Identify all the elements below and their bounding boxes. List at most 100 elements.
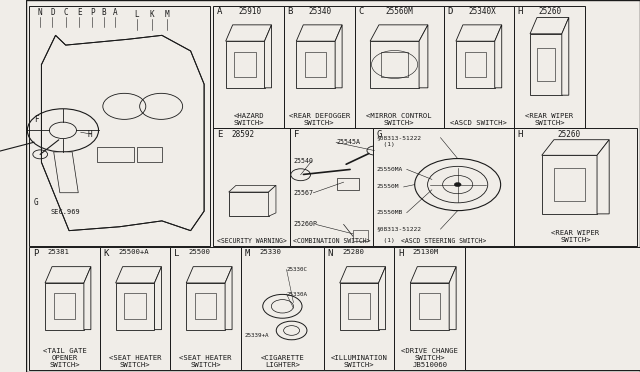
- Text: <ASCD SWITCH>: <ASCD SWITCH>: [451, 120, 508, 126]
- Polygon shape: [45, 267, 91, 283]
- Polygon shape: [54, 152, 78, 193]
- Text: M: M: [165, 10, 170, 19]
- Bar: [305, 52, 326, 77]
- Bar: [373, 128, 514, 246]
- Polygon shape: [530, 17, 569, 34]
- Bar: [136, 147, 163, 161]
- Bar: [465, 247, 640, 370]
- Bar: [284, 6, 355, 128]
- Text: 28592: 28592: [232, 130, 255, 139]
- Text: 25500+A: 25500+A: [118, 249, 149, 255]
- Text: §08313-51222: §08313-51222: [376, 135, 421, 140]
- Circle shape: [291, 169, 310, 181]
- Polygon shape: [542, 140, 609, 155]
- Text: E: E: [77, 8, 82, 17]
- Text: <CIGARETTE
LIGHTER>: <CIGARETTE LIGHTER>: [260, 355, 304, 368]
- Text: N: N: [328, 249, 333, 258]
- Bar: [542, 155, 597, 214]
- Polygon shape: [562, 17, 569, 95]
- Text: D: D: [447, 7, 452, 16]
- Text: F: F: [34, 115, 38, 124]
- Text: B: B: [287, 7, 293, 16]
- Text: H: H: [398, 249, 403, 258]
- Text: 25330C: 25330C: [287, 267, 308, 272]
- Text: A: A: [113, 8, 117, 17]
- Text: 25330A: 25330A: [287, 292, 308, 296]
- Bar: [340, 283, 378, 330]
- Text: <SEAT HEATER
SWITCH>: <SEAT HEATER SWITCH>: [179, 355, 232, 368]
- Text: 25500: 25500: [189, 249, 211, 255]
- Polygon shape: [228, 185, 276, 192]
- Bar: [456, 41, 495, 88]
- Polygon shape: [264, 25, 271, 88]
- Bar: [213, 128, 290, 246]
- Text: 25339+A: 25339+A: [244, 333, 269, 338]
- Bar: [465, 247, 640, 370]
- Text: 25260: 25260: [539, 7, 562, 16]
- Bar: [226, 41, 264, 88]
- Bar: [195, 294, 216, 319]
- Text: C: C: [64, 8, 68, 17]
- Bar: [116, 283, 154, 330]
- Text: L: L: [174, 249, 179, 258]
- Text: (1): (1): [376, 238, 395, 243]
- Text: <ILLUMINATION
SWITCH>: <ILLUMINATION SWITCH>: [331, 355, 388, 368]
- Polygon shape: [378, 267, 385, 330]
- Polygon shape: [495, 25, 502, 88]
- Polygon shape: [186, 267, 232, 283]
- Polygon shape: [370, 25, 428, 41]
- Text: <SECURITY WARNING>: <SECURITY WARNING>: [217, 238, 287, 244]
- Polygon shape: [116, 267, 161, 283]
- Text: 25550M: 25550M: [376, 185, 399, 189]
- Text: 25550MA: 25550MA: [376, 167, 403, 172]
- Text: 25567: 25567: [294, 190, 314, 196]
- Bar: [29, 247, 100, 370]
- Polygon shape: [597, 140, 609, 214]
- Bar: [465, 52, 486, 77]
- Bar: [514, 6, 585, 128]
- Text: 25340X: 25340X: [468, 7, 496, 16]
- Bar: [234, 52, 256, 77]
- Bar: [100, 247, 170, 370]
- Text: <REAR WIPER
SWITCH>: <REAR WIPER SWITCH>: [552, 230, 600, 243]
- Text: P: P: [33, 249, 38, 258]
- Bar: [444, 6, 514, 128]
- Bar: [54, 294, 75, 319]
- Text: F: F: [294, 130, 299, 139]
- Text: C: C: [358, 7, 364, 16]
- Text: H: H: [88, 129, 92, 138]
- Bar: [514, 128, 637, 246]
- Bar: [537, 48, 555, 81]
- Text: 25340: 25340: [308, 7, 332, 16]
- Bar: [348, 294, 370, 319]
- Bar: [228, 192, 269, 216]
- Bar: [355, 6, 444, 128]
- Bar: [370, 41, 419, 88]
- Text: <DRIVE CHANGE
SWITCH>
JB510060: <DRIVE CHANGE SWITCH> JB510060: [401, 348, 458, 368]
- Text: G: G: [376, 130, 382, 139]
- Bar: [554, 169, 584, 201]
- Text: <SEAT HEATER
SWITCH>: <SEAT HEATER SWITCH>: [109, 355, 161, 368]
- Polygon shape: [42, 35, 204, 231]
- Text: H: H: [518, 130, 524, 139]
- Polygon shape: [410, 267, 456, 283]
- Bar: [290, 128, 373, 246]
- Text: 25260: 25260: [557, 130, 580, 139]
- Text: 25560M: 25560M: [386, 7, 413, 16]
- Bar: [45, 283, 84, 330]
- Bar: [186, 283, 225, 330]
- Bar: [353, 230, 368, 241]
- Bar: [410, 283, 449, 330]
- Text: L: L: [134, 10, 139, 19]
- Text: <MIRROR CONTROL
SWITCH>: <MIRROR CONTROL SWITCH>: [366, 113, 432, 126]
- Text: <COMBINATION SWITCH>: <COMBINATION SWITCH>: [292, 238, 371, 244]
- Text: B: B: [102, 8, 106, 17]
- Text: 25910: 25910: [238, 7, 261, 16]
- Circle shape: [454, 183, 461, 187]
- Polygon shape: [419, 25, 428, 88]
- Text: 25330: 25330: [259, 249, 281, 255]
- Text: 25540: 25540: [294, 158, 314, 164]
- Text: 25130M: 25130M: [413, 249, 439, 255]
- Text: <ASCD STEERING SWITCH>: <ASCD STEERING SWITCH>: [401, 238, 486, 244]
- Text: <REAR WIPER
SWITCH>: <REAR WIPER SWITCH>: [525, 113, 573, 126]
